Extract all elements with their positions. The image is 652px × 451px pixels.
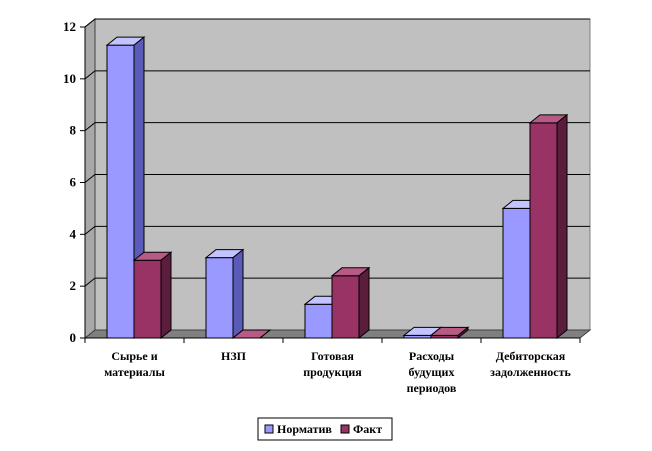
x-tick-label: Дебиторская задолженность — [490, 349, 571, 379]
bar-normativ — [204, 248, 245, 340]
y-tick-label: 12 — [63, 19, 76, 34]
legend-label: Факт — [353, 422, 382, 436]
bar-front — [205, 257, 234, 339]
y-tick-label: 10 — [63, 71, 76, 86]
legend-swatch — [264, 424, 274, 434]
y-tick-label: 2 — [70, 278, 77, 293]
legend-box — [257, 417, 393, 441]
x-tick-labels: Сырье и материалы НЗП Готовая продукция Расхо… — [104, 349, 571, 395]
gridline — [84, 225, 590, 235]
y-tick-label: 4 — [70, 226, 77, 241]
bar-front — [133, 259, 162, 339]
bar-fakt — [330, 266, 371, 340]
bar-side — [556, 113, 568, 340]
gridline — [84, 277, 590, 287]
x-tick-label: Готовая продукция — [303, 349, 362, 379]
bar-front — [106, 44, 135, 339]
bar-fakt — [429, 326, 470, 340]
bar-side — [160, 251, 172, 340]
bar-front — [331, 275, 360, 339]
bar-fakt — [231, 329, 272, 339]
y-tick-label: 0 — [70, 330, 77, 345]
x-tick-label: НЗП — [221, 349, 247, 363]
legend-label: Норматив — [277, 422, 332, 436]
gridline — [84, 18, 590, 28]
gridlines — [84, 18, 590, 287]
bars — [105, 36, 569, 340]
bar-fakt — [132, 251, 173, 340]
legend-swatch — [340, 424, 350, 434]
y-tick-labels: 0 2 4 6 8 10 12 — [63, 19, 77, 345]
bar-front — [304, 303, 333, 339]
bar-side — [232, 248, 244, 340]
bar-side — [457, 326, 469, 340]
x-tick-label: Расходы будущих периодов — [407, 349, 457, 395]
gridline — [84, 174, 590, 183]
legend: Норматив Факт — [257, 417, 393, 441]
gridline — [84, 70, 590, 80]
bar-front — [529, 122, 558, 339]
y-tick-label: 8 — [70, 123, 77, 138]
gridline — [84, 122, 590, 132]
bar-front — [502, 207, 531, 339]
y-tick-label: 6 — [70, 175, 77, 190]
x-tick-label: Сырье и материалы — [104, 349, 165, 379]
bar-side — [259, 329, 271, 339]
bar-side — [358, 266, 370, 340]
bar-fakt — [528, 113, 569, 340]
